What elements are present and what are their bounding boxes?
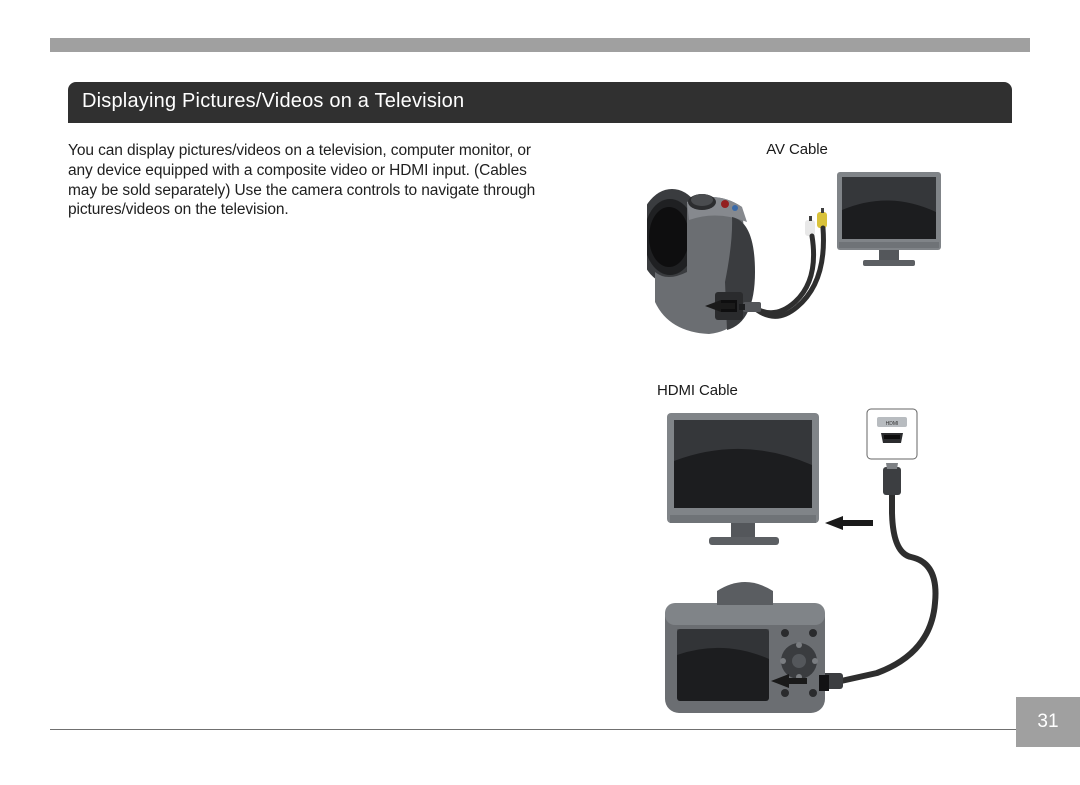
body-text-column: You can display pictures/videos on a tel… [68,141,558,723]
camera-icon [647,189,755,334]
svg-text:HDMI: HDMI [886,421,899,427]
bottom-rule [50,729,1030,730]
figures-column: AV Cable [582,141,1012,723]
page-content: Displaying Pictures/Videos on a Televisi… [68,82,1012,730]
camera-back-icon [665,582,829,713]
body-paragraph: You can display pictures/videos on a tel… [68,141,558,220]
figure-av-cable: AV Cable [647,141,947,362]
page-number: 31 [1037,711,1058,733]
tv-icon [837,172,941,266]
section-title-bar: Displaying Pictures/Videos on a Televisi… [68,82,1012,123]
arrow-icon [825,516,873,530]
hdmi-port-callout: HDMI [867,409,917,459]
tv-icon [667,413,819,545]
usb-plug-icon [743,302,761,312]
hdmi-cable-illustration: HDMI [647,403,947,723]
page-number-tab: 31 [1016,697,1080,747]
section-title: Displaying Pictures/Videos on a Televisi… [82,90,464,112]
figure-hdmi-cable: HDMI Cable HDMI [647,382,947,723]
hdmi-plug-tv-icon [883,463,901,513]
av-cable-illustration [647,162,947,362]
cable-icon [841,513,936,681]
top-rule [50,38,1030,52]
hdmi-cable-label: HDMI Cable [657,382,738,399]
content-columns: You can display pictures/videos on a tel… [68,141,1012,723]
av-cable-label: AV Cable [766,141,827,158]
